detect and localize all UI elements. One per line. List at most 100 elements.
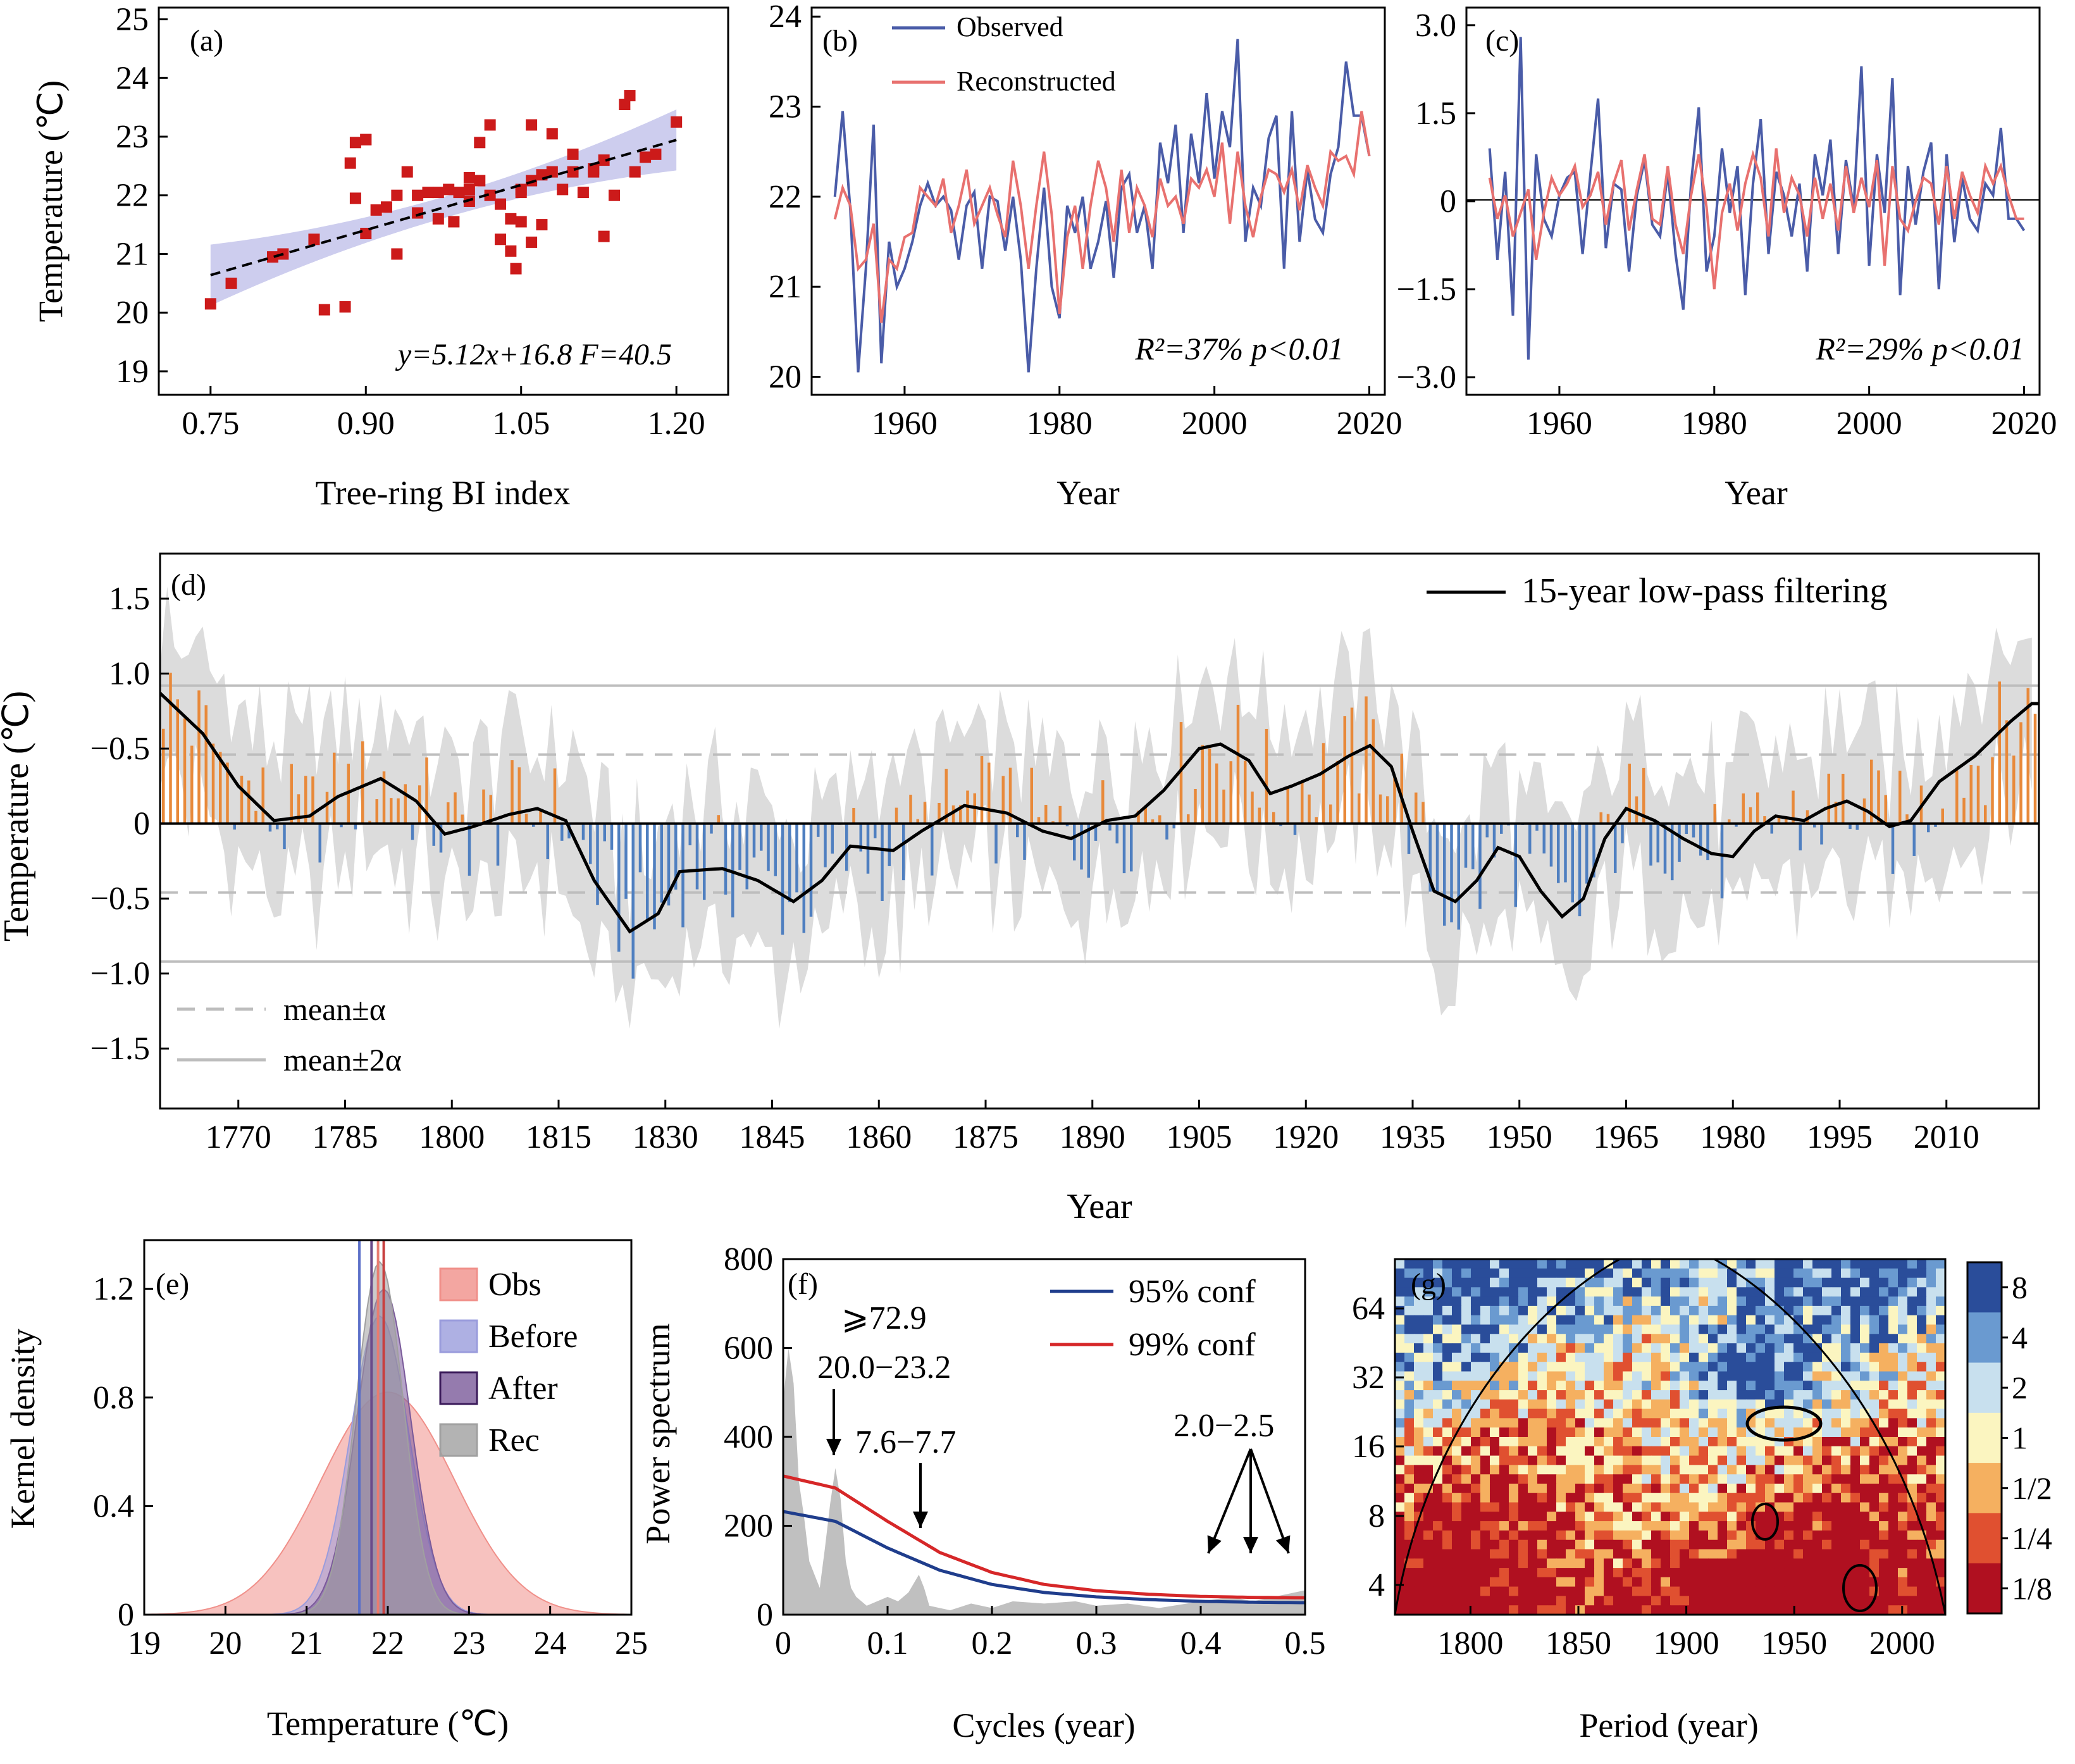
heatmap-cell (1718, 1493, 1728, 1503)
anomaly-bar (959, 805, 962, 824)
heatmap-cell (1499, 1596, 1509, 1606)
scatter-point (360, 228, 372, 239)
heatmap-cell (1888, 1577, 1898, 1587)
heatmap-cell (1670, 1259, 1680, 1269)
heatmap-cell (1680, 1427, 1690, 1438)
heatmap-cell (1793, 1568, 1804, 1578)
heatmap-cell (1708, 1586, 1718, 1596)
anomaly-bar (1870, 759, 1873, 824)
heatmap-cell (1727, 1586, 1737, 1596)
heatmap-cell (1471, 1577, 1481, 1587)
heatmap-cell (1746, 1296, 1756, 1307)
heatmap-cell (1822, 1427, 1832, 1438)
heatmap-cell (1395, 1483, 1405, 1494)
heatmap-cell (1594, 1455, 1604, 1465)
heatmap-cell (1461, 1577, 1471, 1587)
heatmap-cell (1860, 1549, 1870, 1559)
heatmap-cell (1632, 1324, 1642, 1334)
heatmap-cell (1879, 1512, 1889, 1522)
pb-lines-y-tick-label: 22 (769, 179, 802, 215)
heatmap-cell (1670, 1352, 1680, 1363)
heatmap-cell (1699, 1483, 1709, 1494)
heatmap-cell (1670, 1418, 1680, 1428)
panel-a-frame (158, 6, 729, 396)
heatmap-cell (1556, 1277, 1566, 1288)
heatmap-cell (1518, 1549, 1528, 1559)
anomaly-bar (1763, 816, 1766, 824)
anomaly-bar (1301, 781, 1304, 824)
heatmap-cell (1480, 1362, 1490, 1372)
heatmap-cell (1784, 1455, 1794, 1465)
panel-f-arrows (826, 1389, 1291, 1554)
heatmap-cell (1594, 1259, 1604, 1269)
heatmap-cell (1632, 1530, 1642, 1541)
heatmap-cell (1708, 1343, 1718, 1353)
heatmap-cell (1718, 1586, 1728, 1596)
heatmap-cell (1822, 1512, 1832, 1522)
heatmap-cell (1461, 1399, 1471, 1410)
heatmap-cell (1651, 1352, 1661, 1363)
heatmap-cell (1775, 1381, 1785, 1391)
heatmap-cell (1632, 1512, 1642, 1522)
heatmap-cell (1746, 1455, 1756, 1465)
anomaly-bar (1706, 823, 1709, 860)
heatmap-cell (1414, 1305, 1424, 1316)
heatmap-cell (1926, 1568, 1936, 1578)
heatmap-cell (1566, 1399, 1576, 1410)
heatmap-cell (1490, 1502, 1500, 1512)
heatmap-cell (1575, 1474, 1585, 1484)
panel-e-x-tick-label: 24 (534, 1625, 567, 1662)
heatmap-cell (1680, 1512, 1690, 1522)
heatmap-cell (1879, 1596, 1889, 1606)
heatmap-cell (1784, 1277, 1794, 1288)
heatmap-cell (1613, 1586, 1623, 1596)
heatmap-cell (1756, 1512, 1766, 1522)
heatmap-cell (1812, 1493, 1823, 1503)
panel-d-y-tick-label: −1.0 (90, 956, 150, 992)
heatmap-cell (1831, 1277, 1842, 1288)
heatmap-cell (1518, 1315, 1528, 1326)
heatmap-cell (1651, 1334, 1661, 1344)
heatmap-cell (1917, 1465, 1927, 1475)
panel-f-x-tick-label: 0.5 (1285, 1625, 1326, 1662)
heatmap-cell (1917, 1437, 1927, 1447)
heatmap-cell (1756, 1381, 1766, 1391)
anomaly-bar (1614, 823, 1617, 873)
heatmap-cell (1898, 1596, 1908, 1606)
heatmap-cell (1442, 1408, 1452, 1419)
heatmap-cell (1395, 1558, 1405, 1568)
heatmap-cell (1632, 1305, 1642, 1316)
heatmap-cell (1613, 1558, 1623, 1568)
panel-c-label: (c) (1485, 24, 1519, 58)
heatmap-cell (1471, 1296, 1481, 1307)
anomaly-bar (1315, 817, 1318, 824)
heatmap-cell (1746, 1362, 1756, 1372)
heatmap-cell (1926, 1305, 1936, 1316)
heatmap-cell (1869, 1558, 1880, 1568)
heatmap-cell (1642, 1596, 1652, 1606)
heatmap-cell (1879, 1539, 1889, 1550)
anomaly-bar (1080, 823, 1083, 870)
heatmap-cell (1850, 1596, 1861, 1606)
heatmap-cell (1737, 1502, 1747, 1512)
heatmap-cell (1499, 1437, 1509, 1447)
heatmap-cell (1613, 1493, 1623, 1503)
anomaly-bar (1329, 804, 1332, 824)
heatmap-cell (1461, 1474, 1471, 1484)
heatmap-cell (1746, 1287, 1756, 1297)
heatmap-cell (1566, 1268, 1576, 1279)
heatmap-cell (1547, 1362, 1557, 1372)
heatmap-cell (1442, 1259, 1452, 1269)
heatmap-cell (1537, 1502, 1547, 1512)
anomaly-bar (333, 752, 336, 824)
heatmap-cell (1926, 1315, 1936, 1326)
heatmap-cell (1490, 1605, 1500, 1615)
heatmap-cell (1433, 1493, 1443, 1503)
heatmap-cell (1566, 1558, 1576, 1568)
heatmap-cell (1404, 1287, 1415, 1297)
heatmap-cell (1509, 1296, 1519, 1307)
panel-e-y-tick-label: 0 (118, 1597, 134, 1633)
heatmap-cell (1784, 1493, 1794, 1503)
anomaly-bar (1969, 765, 1973, 824)
scatter-point (515, 216, 527, 228)
